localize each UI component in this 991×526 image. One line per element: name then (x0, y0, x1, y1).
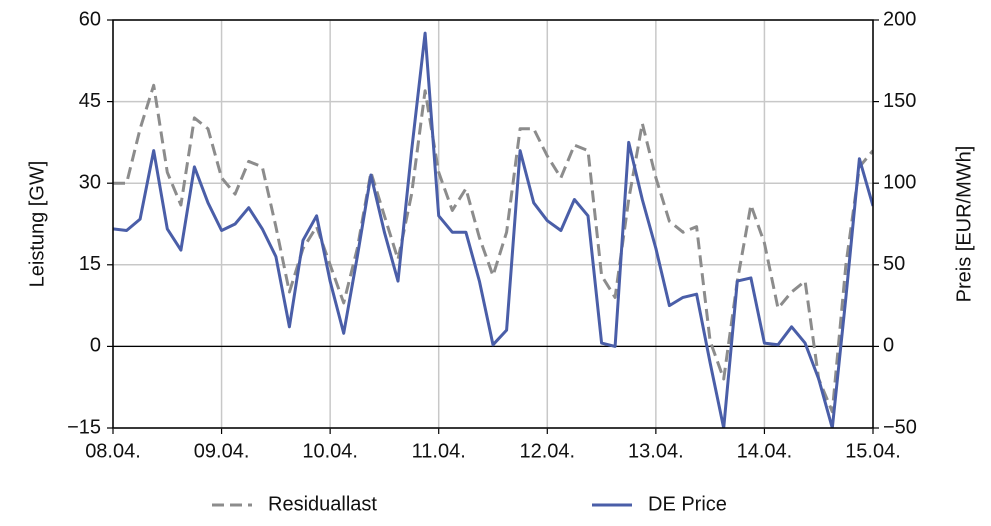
x-tick-label: 14.04. (737, 440, 793, 462)
y2-axis-label: Preis [EUR/MWh] (953, 146, 975, 303)
x-tick-label: 13.04. (628, 440, 684, 462)
x-tick-label: 12.04. (519, 440, 575, 462)
x-tick-label: 10.04. (302, 440, 358, 462)
y2-tick-label: 0 (883, 335, 894, 357)
data-line (113, 31, 873, 428)
legend-label: Residuallast (268, 493, 377, 515)
x-tick-label: 08.04. (85, 440, 141, 462)
plot-frame (112, 19, 874, 429)
y-axis-label: Leistung [GW] (26, 161, 48, 288)
y2-tick-label: 200 (883, 8, 916, 30)
x-tick-label: 15.04. (845, 440, 901, 462)
y-tick-label: 30 (79, 171, 101, 193)
y-tick-label: −15 (67, 416, 101, 438)
x-tick-label: 11.04. (412, 440, 466, 462)
x-tick-label: 09.04. (194, 440, 250, 462)
data-line (113, 83, 873, 414)
y-tick-label: 45 (79, 90, 101, 112)
y2-tick-label: 50 (883, 253, 905, 275)
legend-label: DE Price (648, 493, 727, 515)
y2-tick-label: −50 (883, 416, 917, 438)
y-tick-label: 60 (79, 8, 101, 30)
y2-tick-label: 100 (883, 171, 916, 193)
y-tick-label: 15 (79, 253, 101, 275)
y-tick-label: 0 (90, 335, 101, 357)
y2-tick-label: 150 (883, 90, 916, 112)
